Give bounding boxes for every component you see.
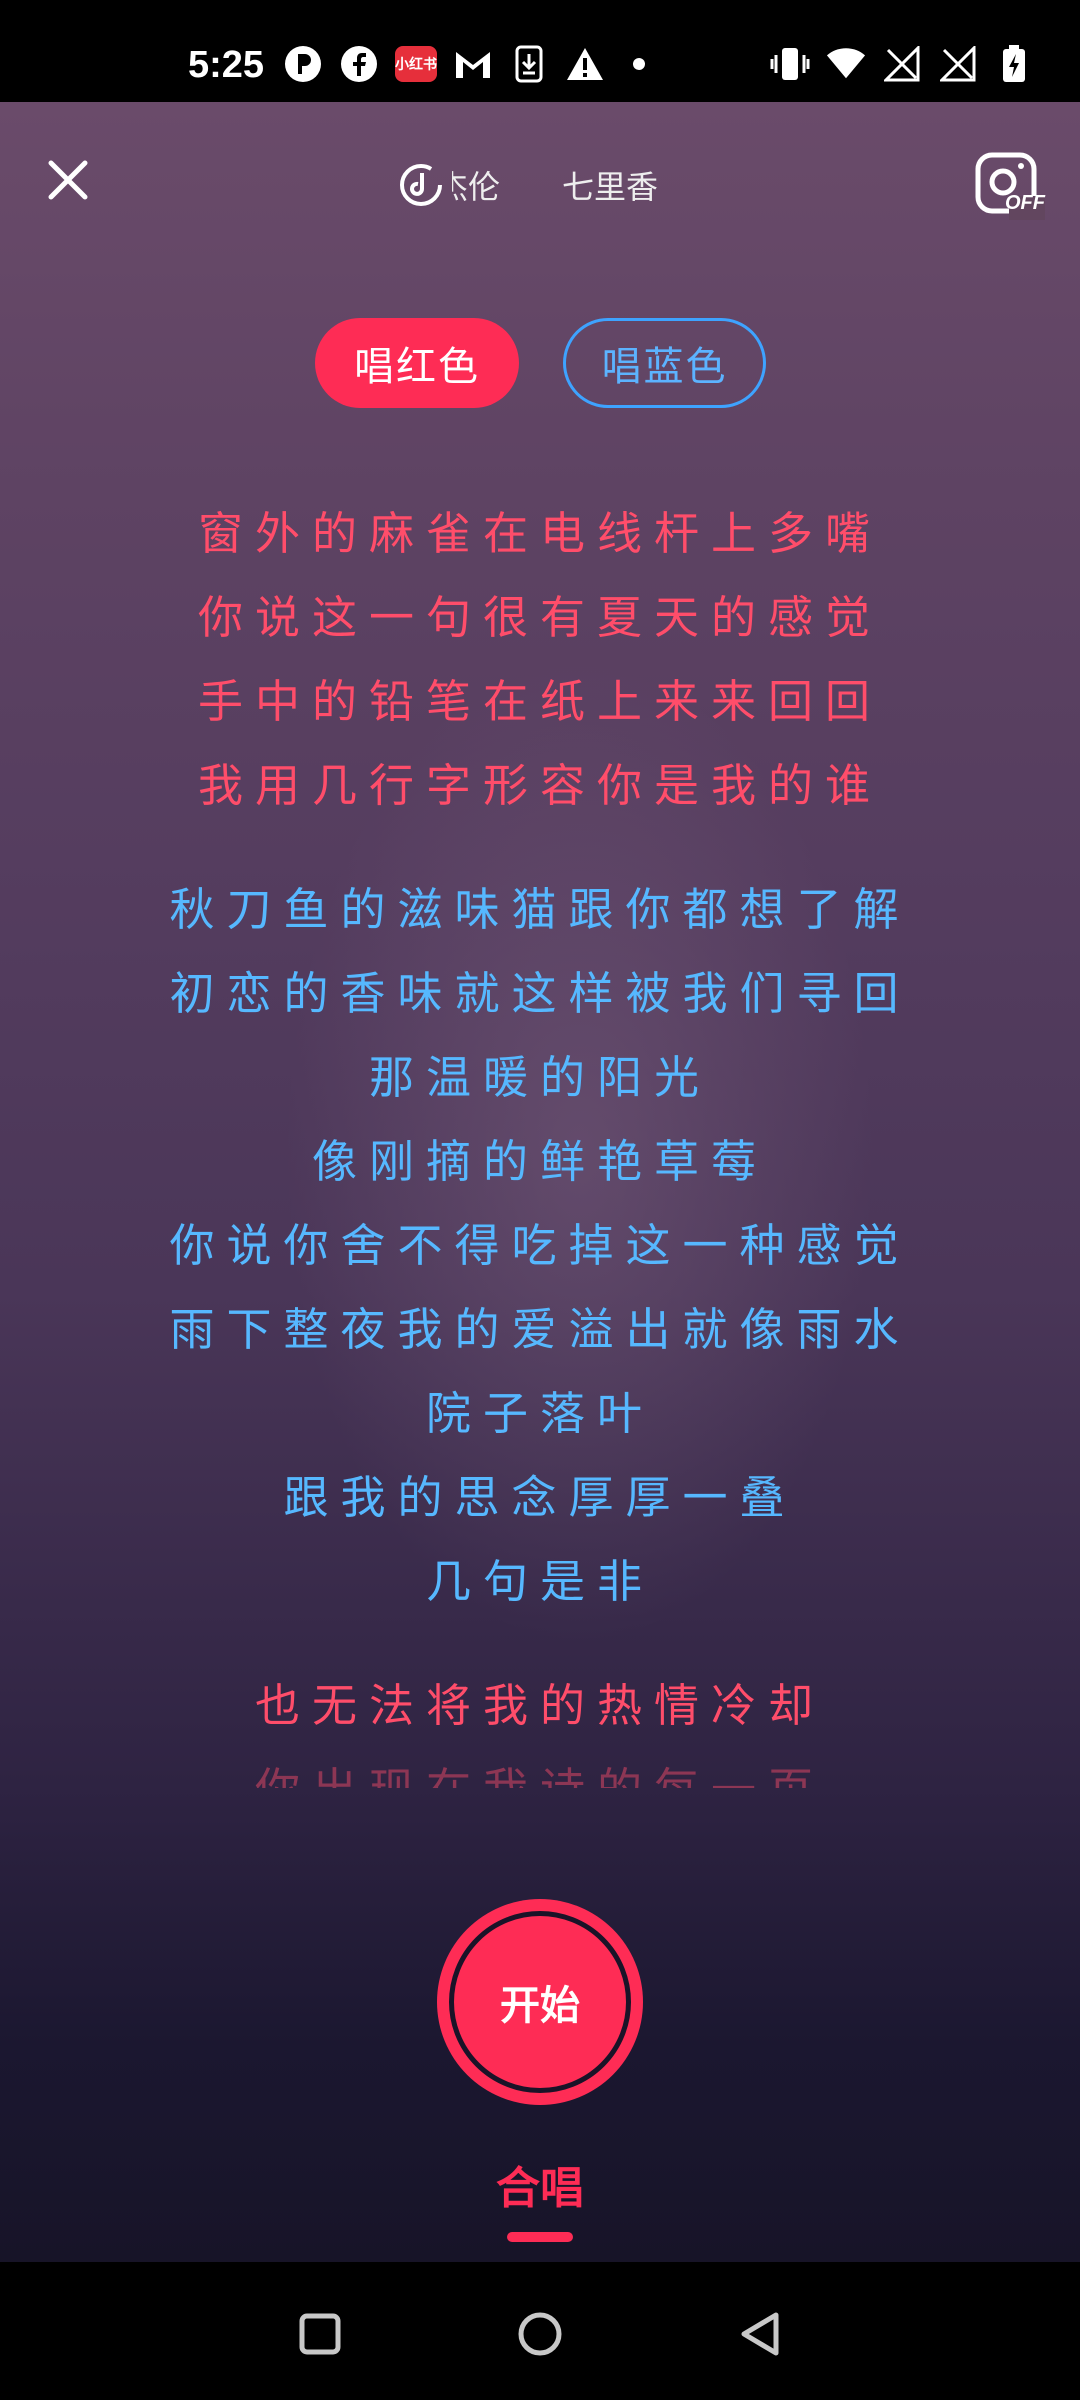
song-info[interactable]: 周杰伦 七里香 [398,162,662,208]
mode-tab-duet[interactable]: 合唱 [496,2163,584,2214]
home-button[interactable] [510,2304,570,2364]
no-signal-icon [938,44,978,84]
recents-icon [299,2313,341,2355]
more-notifications-icon [633,58,645,70]
lyric-line: 窗外的麻雀在电线杆上多嘴 [197,507,882,560]
lyric-line: 你出现在我诗的每一页 [0,1748,1080,1788]
lyric-line: 也无法将我的热情冷却 [254,1679,825,1732]
back-icon [741,2312,779,2356]
vibrate-icon [770,44,810,84]
lyric-line: 那温暖的阳光 [368,1051,711,1104]
gmail-icon [453,44,493,84]
system-icons [770,44,1034,84]
camera-state-label: OFF [1005,192,1045,214]
notification-icons: 小红书 [283,44,645,84]
xiaohongshu-icon: 小红书 [395,46,437,82]
download-icon [509,44,549,84]
home-icon [518,2312,562,2356]
status-bar: 5:25 小红书 [0,0,1080,102]
facebook-icon [339,44,379,84]
song-artist: 周杰伦 [452,168,500,206]
recents-button[interactable] [290,2304,350,2364]
camera-toggle-button[interactable]: OFF [975,152,1045,222]
status-time: 5:25 [188,44,265,86]
back-button[interactable] [730,2304,790,2364]
camera-off-icon [975,152,1045,220]
sing-red-part-button[interactable]: 唱红色 [315,318,519,408]
no-signal-icon [882,44,922,84]
duet-screen: 周杰伦 七里香 OFF 唱红色 唱蓝色 窗外的麻雀在电线杆上多嘴 你说这一句很有… [0,102,1080,2262]
mode-tab-indicator [507,2232,573,2242]
lyric-line: 你说这一句很有夏天的感觉 [197,591,882,644]
lyric-line: 秋刀鱼的滋味猫跟你都想了解 [169,883,911,936]
lyric-line: 雨下整夜我的爱溢出就像雨水 [169,1303,911,1356]
start-recording-button[interactable]: 开始 [437,1899,643,2105]
wifi-icon [826,44,866,84]
lyric-line: 你说你舍不得吃掉这一种感觉 [169,1219,911,1272]
lyric-line: 院子落叶 [425,1387,654,1440]
close-button[interactable] [40,152,96,208]
start-label: 开始 [449,1911,631,2093]
close-icon [48,160,88,200]
navigation-bar [0,2262,1080,2400]
lyric-line: 我用几行字形容你是我的谁 [197,759,882,812]
lyric-line: 几句是非 [425,1555,654,1608]
sing-blue-part-button[interactable]: 唱蓝色 [563,318,766,408]
music-note-icon [400,164,442,206]
lyric-line: 像刚摘的鲜艳草莓 [311,1135,768,1188]
lyric-line: 初恋的香味就这样被我们寻回 [169,967,911,1020]
lyric-line: 手中的铅笔在纸上来来回回 [197,675,882,728]
lyric-line: 跟我的思念厚厚一叠 [283,1471,797,1524]
song-title: 七里香 [562,168,659,206]
battery-charging-icon [994,44,1034,84]
lyrics-panel[interactable]: 窗外的麻雀在电线杆上多嘴 你说这一句很有夏天的感觉 手中的铅笔在纸上来来回回 我… [0,492,1080,1788]
warning-icon [565,44,605,84]
p-icon [283,44,323,84]
